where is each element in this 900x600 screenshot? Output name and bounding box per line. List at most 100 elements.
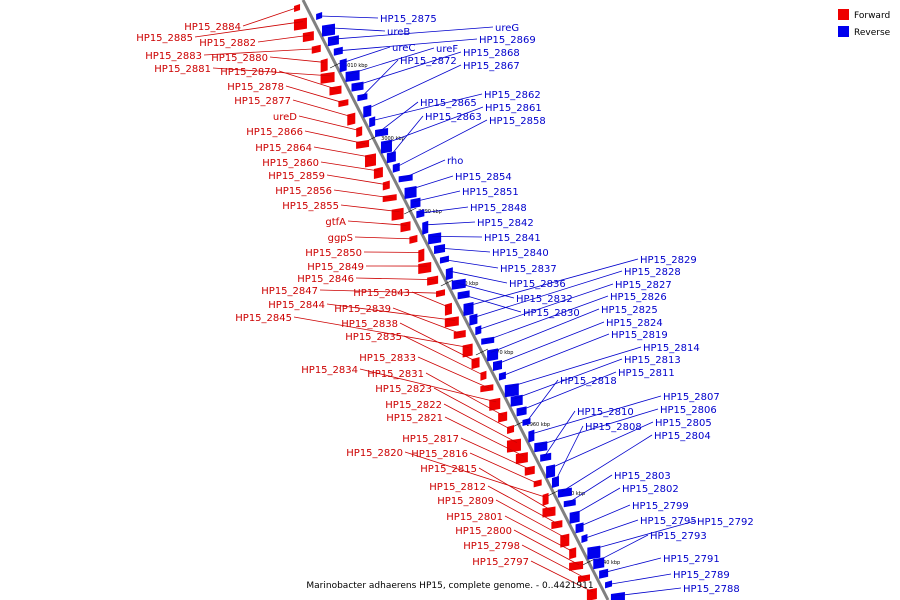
gene-block [363, 104, 372, 118]
leader-line [293, 316, 469, 348]
gene-block [434, 244, 446, 254]
gene-label: HP15_2869 [479, 35, 536, 46]
leader-line [561, 434, 653, 492]
legend: Forward Reverse [838, 9, 891, 38]
reverse-genes-layer [316, 12, 625, 600]
leader-line [585, 519, 639, 539]
tick-mark [440, 279, 453, 287]
gene-block [345, 70, 360, 82]
gene-label: HP15_2806 [660, 405, 717, 416]
gene-block [516, 406, 527, 417]
leader-line [337, 38, 478, 52]
gene-label: HP15_2788 [683, 584, 740, 595]
gene-block [469, 313, 478, 326]
gene-block [581, 534, 588, 543]
gene-block [463, 302, 474, 316]
leader-line [473, 270, 623, 318]
gene-block [524, 465, 535, 476]
leader-line [390, 115, 424, 156]
gene-label: HP15_2847 [261, 286, 318, 297]
gene-block [560, 533, 570, 548]
leader-line [384, 106, 484, 144]
leader-line [460, 437, 531, 471]
gene-block [445, 267, 453, 281]
gene-block [569, 547, 577, 560]
leader-line [478, 467, 552, 511]
gene-label: ureB [387, 27, 410, 38]
genome-backbone [301, 0, 610, 600]
tick-mark [475, 348, 489, 356]
gene-label: HP15_2841 [484, 233, 541, 244]
gene-label: HP15_2835 [345, 332, 402, 343]
leader-line [573, 487, 621, 516]
gene-label: HP15_2803 [614, 471, 671, 482]
gene-label: HP15_2877 [234, 96, 291, 107]
gene-label: ureD [273, 112, 297, 123]
gene-block [356, 126, 363, 138]
leader-line [520, 371, 617, 411]
gene-label: HP15_2807 [663, 392, 720, 403]
gene-label: HP15_2864 [255, 143, 312, 154]
gene-block [507, 425, 515, 435]
gene-block [475, 325, 482, 336]
leader-line [502, 333, 610, 376]
gene-label: HP15_2822 [385, 400, 442, 411]
gene-block [380, 139, 392, 154]
gene-block [375, 128, 389, 137]
gene-block [569, 510, 580, 524]
gene-block [569, 560, 584, 571]
leader-line [378, 101, 419, 133]
leader-line [495, 499, 566, 539]
tick-label: 3010 kbp [344, 63, 368, 69]
leader-line [411, 291, 449, 308]
gene-label: HP15_2885 [136, 33, 193, 44]
leader-line [508, 346, 642, 388]
gene-label: HP15_2811 [618, 368, 675, 379]
leader-line [469, 452, 538, 484]
tick-label: 2980 kbp [455, 281, 479, 287]
gene-block [427, 275, 439, 286]
gene-block [410, 197, 421, 209]
leader-line [425, 372, 504, 416]
forward-genes-layer [293, 4, 597, 600]
legend-forward-label: Forward [854, 11, 890, 21]
gene-label: HP15_2801 [446, 512, 503, 523]
leader-line [420, 206, 469, 214]
gene-label: HP15_2829 [640, 255, 697, 266]
leader-line [526, 379, 559, 423]
gene-label: HP15_2882 [199, 38, 256, 49]
leader-line [396, 119, 488, 168]
gene-label: HP15_2883 [145, 51, 202, 62]
gene-label: HP15_2791 [663, 554, 720, 565]
gene-label: HP15_2832 [516, 294, 573, 305]
leader-line [367, 64, 462, 110]
gene-label: HP15_2875 [380, 14, 437, 25]
legend-reverse-swatch [838, 26, 849, 37]
gene-label: HP15_2855 [282, 201, 339, 212]
leader-line [597, 534, 649, 562]
leader-line [504, 515, 573, 552]
leader-line [392, 307, 462, 335]
leader-line [298, 115, 359, 131]
leader-line [285, 85, 345, 104]
leader-line [538, 408, 659, 446]
gene-block [347, 112, 356, 126]
leader-line [399, 322, 476, 362]
leader-line [349, 47, 435, 75]
gene-label: HP15_2809 [437, 496, 494, 507]
leader-line [487, 485, 559, 525]
gene-block [480, 370, 487, 381]
gene-block [471, 357, 480, 370]
gene-block [294, 4, 301, 12]
gene-block [557, 487, 572, 498]
gene-block [515, 452, 528, 465]
leader-line [355, 51, 462, 86]
gene-block [373, 166, 383, 179]
gene-label: HP15_2818 [560, 376, 617, 387]
gene-label: ureC [392, 43, 415, 54]
tick-mark [582, 558, 595, 566]
gene-block [599, 568, 609, 579]
gene-label: HP15_2823 [375, 384, 432, 395]
gene-label: HP15_2867 [463, 61, 520, 72]
leader-line [320, 15, 379, 19]
